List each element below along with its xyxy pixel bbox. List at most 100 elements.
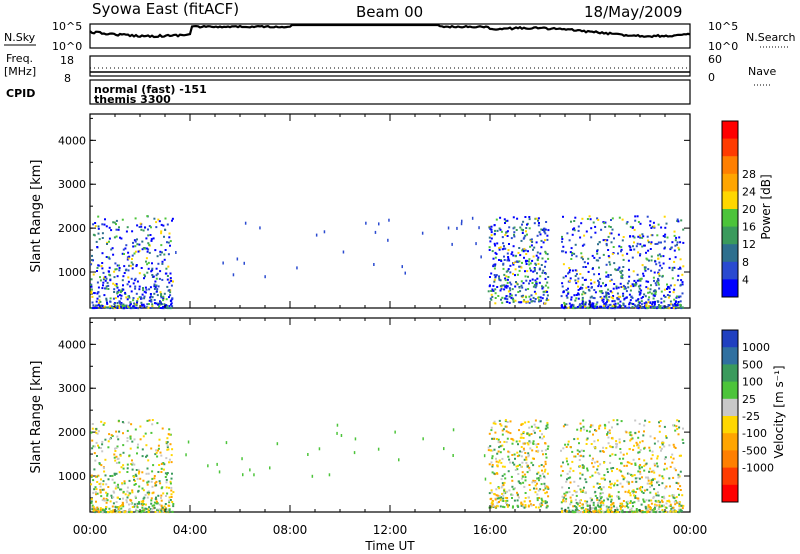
scatter-point <box>155 480 158 483</box>
scatter-point <box>615 285 618 288</box>
scatter-point <box>494 263 497 266</box>
scatter-point <box>667 511 670 513</box>
scatter-point <box>144 226 146 229</box>
scatter-point <box>569 481 572 484</box>
colorbar-tick-label: -500 <box>742 444 767 457</box>
scatter-point <box>496 229 499 232</box>
scatter-point <box>508 295 511 298</box>
scatter-point <box>140 228 143 231</box>
scatter-point <box>307 453 309 456</box>
scatter-point <box>541 449 544 452</box>
scatter-point <box>122 275 125 278</box>
scatter-point <box>495 494 498 497</box>
scatter-point <box>98 483 101 485</box>
scatter-point <box>582 455 585 458</box>
scatter-point <box>160 509 163 512</box>
scatter-point <box>500 461 503 464</box>
scatter-point <box>621 277 624 280</box>
scatter-point <box>605 271 608 274</box>
scatter-point <box>491 250 494 253</box>
scatter-point <box>530 504 533 507</box>
scatter-point <box>168 461 170 464</box>
scatter-point <box>112 496 115 499</box>
scatter-point <box>92 304 95 307</box>
scatter-point <box>678 510 681 513</box>
x-tick-label: 08:00 <box>273 523 308 537</box>
scatter-point <box>142 303 145 306</box>
scatter-point <box>128 255 131 258</box>
scatter-point <box>580 454 582 457</box>
scatter-point <box>158 464 161 466</box>
scatter-point <box>640 300 643 303</box>
scatter-point <box>613 283 616 285</box>
colorbar-tick-label: 12 <box>742 238 756 251</box>
scatter-point <box>535 487 538 490</box>
scatter-point <box>642 272 645 275</box>
scatter-point <box>522 250 525 253</box>
colorbar-segment <box>722 244 738 263</box>
scatter-point <box>158 277 161 280</box>
scatter-point <box>572 505 575 508</box>
scatter-point <box>622 236 625 238</box>
scatter-point <box>647 479 650 482</box>
scatter-point <box>159 291 162 294</box>
scatter-point <box>662 495 665 498</box>
scatter-point <box>635 306 638 309</box>
scatter-point <box>105 506 108 508</box>
scatter-point <box>625 296 628 299</box>
scatter-point <box>512 245 515 248</box>
scatter-point <box>653 462 656 465</box>
scatter-point <box>630 434 633 437</box>
scatter-point <box>103 499 106 502</box>
scatter-point <box>571 494 574 496</box>
scatter-point <box>607 510 610 513</box>
scatter-point <box>617 491 620 494</box>
scatter-point <box>168 511 171 513</box>
scatter-point <box>520 228 523 231</box>
scatter-point <box>638 279 641 282</box>
scatter-point <box>532 479 535 482</box>
scatter-point <box>624 287 627 290</box>
scatter-point <box>605 284 607 287</box>
scatter-point <box>639 464 642 466</box>
scatter-point <box>546 253 549 256</box>
scatter-point <box>146 481 149 484</box>
scatter-point <box>656 455 659 458</box>
scatter-point <box>168 428 171 431</box>
scatter-point <box>90 288 93 291</box>
scatter-point <box>151 477 154 480</box>
y-tick-label: 3000 <box>58 382 86 395</box>
colorbar-tick-label: 28 <box>742 168 756 181</box>
scatter-point <box>535 263 537 266</box>
scatter-point <box>632 245 634 248</box>
scatter-point <box>537 217 540 220</box>
scatter-point <box>508 287 511 290</box>
scatter-point <box>606 300 608 303</box>
scatter-point <box>561 282 564 285</box>
scatter-point <box>583 261 586 264</box>
scatter-point <box>103 510 106 512</box>
scatter-point <box>529 238 532 241</box>
scatter-point <box>600 297 603 300</box>
scatter-point <box>490 272 493 275</box>
scatter-point <box>567 292 570 295</box>
scatter-point <box>139 222 142 225</box>
scatter-point <box>527 443 530 446</box>
scatter-point <box>642 434 645 437</box>
scatter-point <box>547 257 550 260</box>
scatter-point <box>578 454 581 457</box>
scatter-point <box>160 296 163 299</box>
scatter-point <box>225 441 228 445</box>
scatter-point <box>101 232 104 235</box>
scatter-point <box>649 248 652 250</box>
scatter-point <box>672 306 675 309</box>
scatter-point <box>165 486 168 489</box>
scatter-point <box>503 284 506 287</box>
scatter-point <box>658 421 660 424</box>
scatter-point <box>160 454 163 457</box>
scatter-point <box>560 295 563 298</box>
scatter-point <box>578 499 581 502</box>
scatter-point <box>508 226 511 229</box>
scatter-point <box>161 251 163 254</box>
scatter-point <box>149 234 152 236</box>
